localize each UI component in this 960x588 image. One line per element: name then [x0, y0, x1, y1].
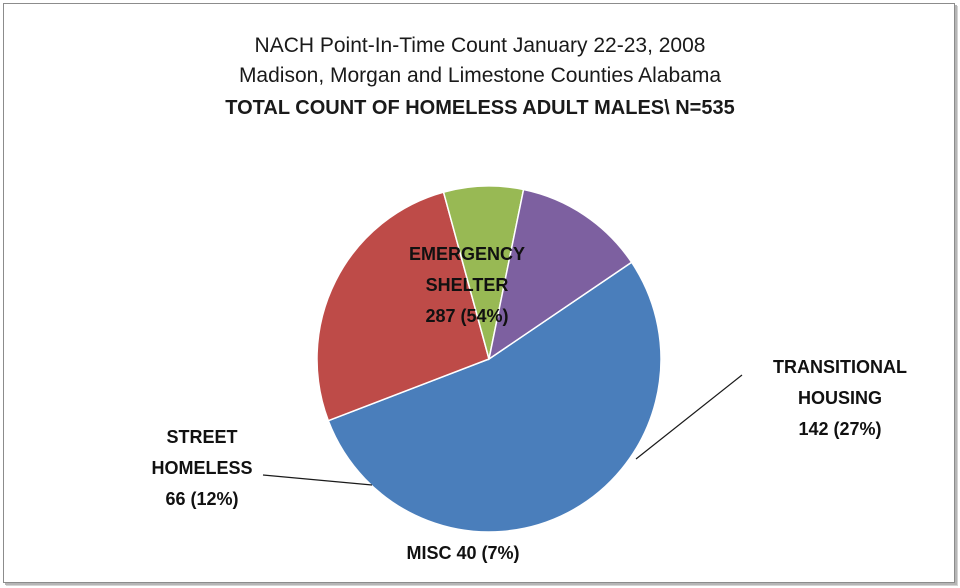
slice-label-emergency-line2: SHELTER	[426, 275, 509, 295]
slice-label-street-line1: STREET	[166, 427, 237, 447]
chart-title: NACH Point-In-Time Count January 22-23, …	[254, 34, 706, 57]
pie-slices	[316, 185, 662, 533]
slice-label-transitional-line3: 142 (27%)	[798, 419, 881, 439]
slice-label-transitional-line2: HOUSING	[798, 388, 882, 408]
chart-subtitle-bold: TOTAL COUNT OF HOMELESS ADULT MALES\ N=5…	[225, 97, 735, 119]
leader-line-transitional	[635, 374, 743, 460]
slice-label-transitional-line1: TRANSITIONAL	[773, 357, 907, 377]
chart-subtitle: Madison, Morgan and Limestone Counties A…	[238, 64, 722, 87]
pie-slice-emergency	[327, 261, 662, 533]
leader-lines	[262, 374, 743, 486]
pie-slice-street	[487, 188, 633, 361]
slice-label-emergency-line3: 287 (54%)	[425, 306, 508, 326]
slice-label-street-line3: 66 (12%)	[165, 489, 238, 509]
pie-slice-transitional	[316, 191, 490, 422]
leader-line-street	[262, 474, 373, 486]
slice-labels: EMERGENCY SHELTER 287 (54%) TRANSITIONAL HOU…	[151, 244, 907, 563]
slice-label-street-line2: HOMELESS	[151, 458, 252, 478]
slice-label-emergency-line1: EMERGENCY	[409, 244, 525, 264]
slice-label-misc-line1: MISC 40 (7%)	[406, 543, 519, 563]
